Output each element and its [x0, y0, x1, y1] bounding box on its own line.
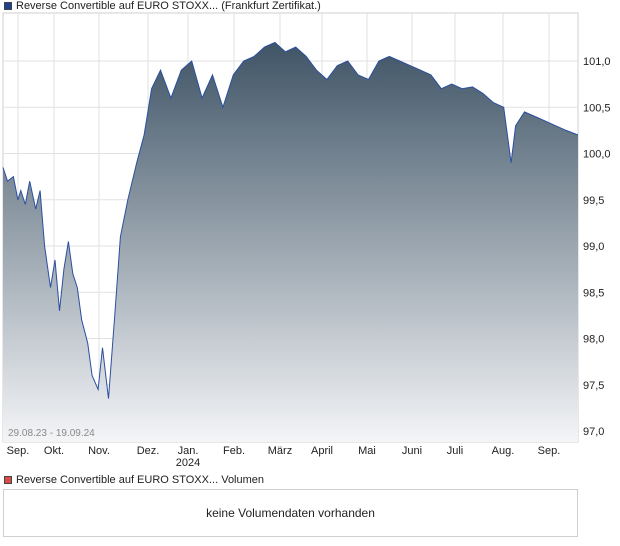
x-tick-label: Sep. [7, 445, 30, 457]
x-tick-label: Sep. [538, 445, 561, 457]
x-tick-label: Juli [447, 445, 464, 457]
y-tick-label: 100,0 [583, 149, 611, 161]
date-range-label: 29.08.23 - 19.09.24 [8, 428, 95, 439]
no-volume-message: keine Volumendaten vorhanden [206, 506, 375, 520]
x-axis-ticks: Sep. Okt. Nov. Dez. Jan. Feb. März April Mai Juni… [7, 445, 561, 457]
x-tick-label: April [311, 445, 333, 457]
y-tick-label: 99,0 [583, 241, 604, 253]
price-legend-label: Reverse Convertible auf EURO STOXX... (F… [16, 0, 321, 12]
x-tick-label: Dez. [137, 445, 160, 457]
price-legend: Reverse Convertible auf EURO STOXX... (F… [4, 0, 321, 12]
x-tick-label: Feb. [223, 445, 245, 457]
y-tick-label: 100,5 [583, 102, 611, 114]
y-tick-label: 97,5 [583, 380, 604, 392]
x-tick-label: Jan. [178, 445, 199, 457]
x-tick-label: Mai [358, 445, 376, 457]
volume-panel: keine Volumendaten vorhanden [3, 489, 578, 537]
y-tick-label: 98,0 [583, 334, 604, 346]
price-line [2, 41, 579, 399]
x-year-label: 2024 [176, 457, 200, 469]
x-tick-label: März [268, 445, 292, 457]
price-legend-swatch [4, 2, 12, 10]
price-area [3, 42, 578, 442]
y-tick-label: 99,5 [583, 195, 604, 207]
volume-legend: Reverse Convertible auf EURO STOXX... Vo… [4, 474, 264, 486]
x-tick-label: Okt. [44, 445, 64, 457]
x-tick-label: Nov. [88, 445, 110, 457]
price-chart: 29.08.23 - 19.09.24 101,0 100,5 100,0 99,5 9… [2, 12, 611, 469]
y-tick-label: 98,5 [583, 287, 604, 299]
y-tick-label: 97,0 [583, 426, 604, 438]
y-tick-label: 101,0 [583, 56, 611, 68]
volume-legend-label: Reverse Convertible auf EURO STOXX... Vo… [16, 474, 265, 486]
y-axis-ticks: 101,0 100,5 100,0 99,5 99,0 98,5 98,0 97,5 97,0 [583, 56, 611, 438]
x-tick-label: Aug. [492, 445, 515, 457]
volume-legend-swatch [4, 476, 12, 484]
x-tick-label: Juni [402, 445, 422, 457]
